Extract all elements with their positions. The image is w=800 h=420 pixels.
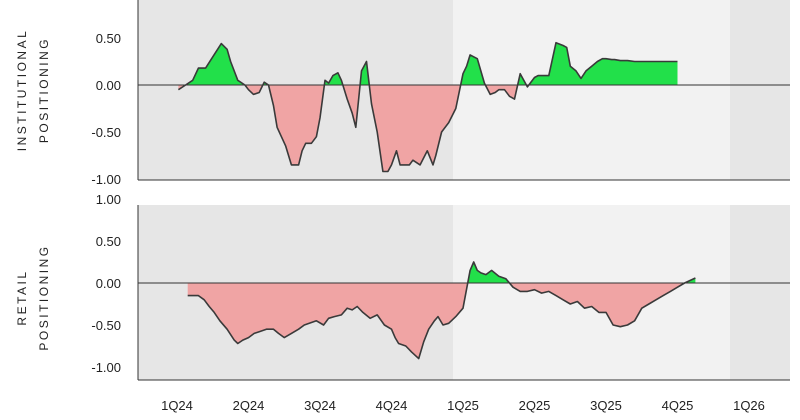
retail-ylabel-line: POSITIONING — [37, 244, 51, 350]
institutional-shade-dark-1 — [730, 0, 790, 180]
xtick-label: 3Q24 — [304, 398, 336, 413]
retail-ytick-label: 0.50 — [96, 234, 121, 249]
institutional-ylabel-line: POSITIONING — [37, 37, 51, 143]
retail-series-line — [187, 261, 696, 360]
retail-ytick-label: 0.00 — [96, 276, 121, 291]
xtick-label: 4Q25 — [662, 398, 694, 413]
xtick-label: 2Q25 — [519, 398, 551, 413]
xtick-label: 1Q24 — [161, 398, 193, 413]
institutional-series-line — [177, 41, 678, 173]
institutional-ytick-label: 0.50 — [96, 31, 121, 46]
retail-ytick-label: -0.50 — [91, 318, 121, 333]
retail-ylabel-line: RETAIL — [15, 269, 29, 325]
institutional-negative-area — [178, 85, 678, 172]
retail-shade-dark-1 — [730, 205, 790, 380]
xtick-label: 4Q24 — [376, 398, 408, 413]
retail-negative-area — [187, 283, 696, 359]
institutional-ytick-label: 0.00 — [96, 78, 121, 93]
institutional-ytick-label: -1.00 — [91, 172, 121, 187]
xtick-label: 1Q25 — [447, 398, 479, 413]
retail-ytick-label: 1.00 — [96, 192, 121, 207]
institutional-ytick-label: -0.50 — [91, 125, 121, 140]
institutional-ylabel-line: INSTITUTIONAL — [15, 29, 29, 152]
xtick-label: 2Q24 — [233, 398, 265, 413]
institutional-positive-area — [178, 42, 678, 85]
retail-ytick-label: -1.00 — [91, 360, 121, 375]
xtick-label: 1Q26 — [733, 398, 765, 413]
xtick-label: 3Q25 — [590, 398, 622, 413]
